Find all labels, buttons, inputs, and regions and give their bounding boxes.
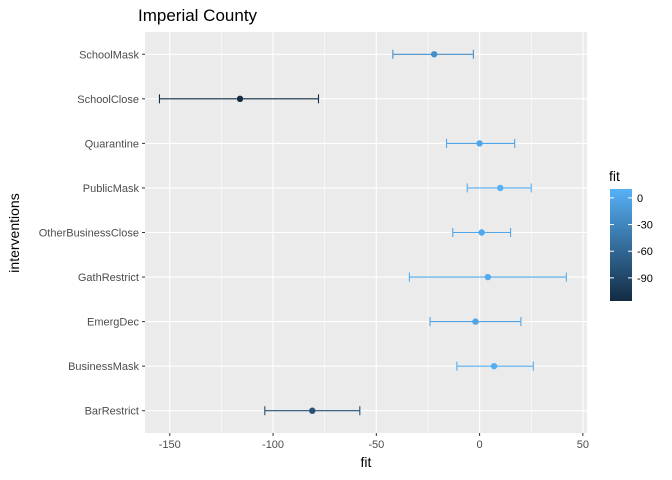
y-tick-label: GathRestrict [78,272,139,284]
y-tick-label: PublicMask [83,183,140,195]
legend-ticks: 0 -30 -60 -90 [610,193,653,285]
x-tick-label: 0 [477,439,483,451]
legend: fit 0 -30 -60 -90 [609,168,653,301]
y-tick-label: BarRestrict [85,406,139,418]
point [476,140,483,147]
point [430,51,438,58]
y-tick-label: BusinessMask [68,361,139,373]
legend-tick-label: -90 [637,273,653,285]
legend-title: fit [609,168,620,184]
x-tick-label: -50 [368,439,384,451]
point [478,229,485,236]
x-tick-label: 50 [577,439,589,451]
point [484,273,492,281]
y-tick-label: EmergDec [87,317,139,329]
y-tick-label: OtherBusinessClose [39,228,139,240]
legend-tick-label: -60 [637,246,653,258]
y-tick-label: SchoolMask [79,49,139,61]
grid [145,32,587,433]
point [490,362,498,370]
x-axis-title: fit [361,454,372,470]
chart-title: Imperial County [138,6,258,25]
point [472,318,479,325]
points [236,51,504,414]
point [236,95,244,103]
point [309,407,316,414]
y-tick-label: Quarantine [85,138,139,150]
point [497,184,504,192]
y-axis: SchoolMask SchoolClose Quarantine PublicMas… [39,49,145,418]
x-axis: -150 -100 -50 0 50 [159,433,589,451]
x-tick-label: -100 [262,439,284,451]
y-tick-label: SchoolClose [77,94,139,106]
legend-tick-label: 0 [637,193,643,205]
y-axis-title: interventions [6,193,22,272]
legend-tick-label: -30 [637,220,653,232]
legend-colorbar [610,189,632,301]
x-tick-label: -150 [159,439,181,451]
